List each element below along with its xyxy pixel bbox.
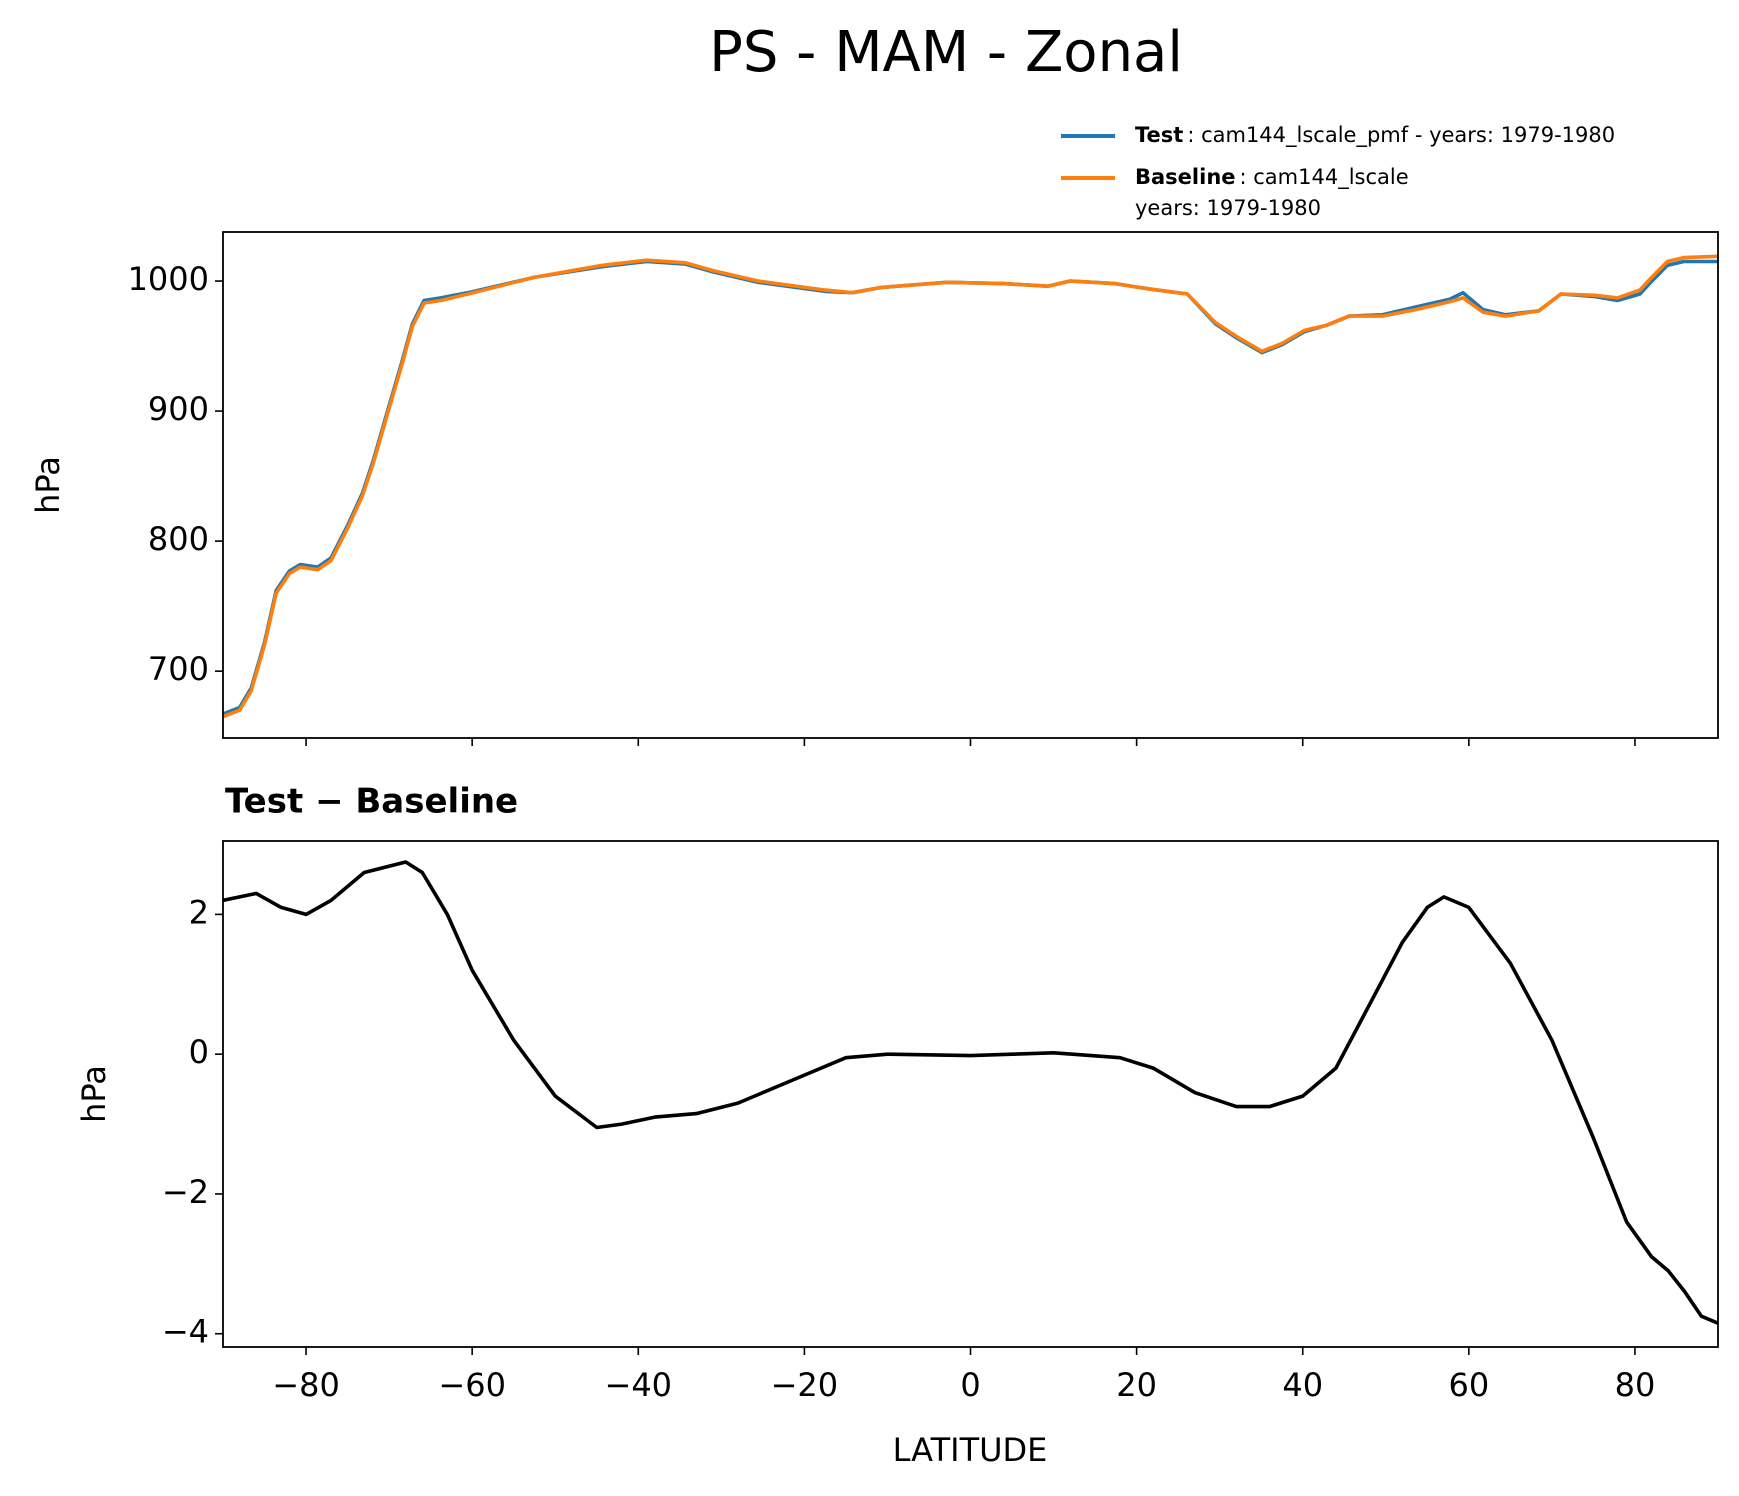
x-tick-label: −40 xyxy=(605,1366,673,1404)
legend-label: Test: cam144_lscale_pmf - years: 1979-19… xyxy=(1135,123,1615,148)
data-line xyxy=(223,254,1718,719)
x-tick-label: 40 xyxy=(1282,1366,1323,1404)
y-tick-label: 700 xyxy=(148,650,209,688)
y-tick-label: −4 xyxy=(162,1313,209,1351)
y-axis-label: hPa xyxy=(75,1065,113,1123)
y-tick-label: −2 xyxy=(162,1173,209,1211)
x-axis-label: LATITUDE xyxy=(893,1431,1048,1469)
x-tick-label: −80 xyxy=(272,1366,340,1404)
y-tick-label: 2 xyxy=(189,893,209,931)
y-tick-label: 900 xyxy=(148,390,209,428)
plot-frame xyxy=(222,840,1719,1348)
data-line xyxy=(223,860,1718,1325)
plot-frame xyxy=(222,231,1719,739)
x-tick-label: −20 xyxy=(771,1366,839,1404)
legend-label: Baseline: cam144_lscale xyxy=(1135,165,1409,190)
legend-description: : cam144_lscale_pmf - years: 1979-1980 xyxy=(1187,123,1615,148)
y-tick-label: 1000 xyxy=(128,260,209,298)
x-tick-label: 60 xyxy=(1448,1366,1489,1404)
x-tick-label: 20 xyxy=(1116,1366,1157,1404)
x-tick-label: 0 xyxy=(960,1366,980,1404)
y-axis-label: hPa xyxy=(29,456,67,514)
y-tick-label: 800 xyxy=(148,520,209,558)
legend-description: years: 1979-1980 xyxy=(1135,196,1321,220)
x-tick-label: −60 xyxy=(438,1366,506,1404)
x-tick-label: 80 xyxy=(1615,1366,1656,1404)
legend-name: Baseline xyxy=(1135,165,1236,189)
panel-title: Test − Baseline xyxy=(225,782,518,822)
data-line xyxy=(223,259,1718,716)
legend-description: : cam144_lscale xyxy=(1240,165,1409,190)
figure-title: PS - MAM - Zonal xyxy=(709,20,1183,85)
y-tick-label: 0 xyxy=(189,1033,209,1071)
legend-name: Test xyxy=(1135,123,1183,147)
